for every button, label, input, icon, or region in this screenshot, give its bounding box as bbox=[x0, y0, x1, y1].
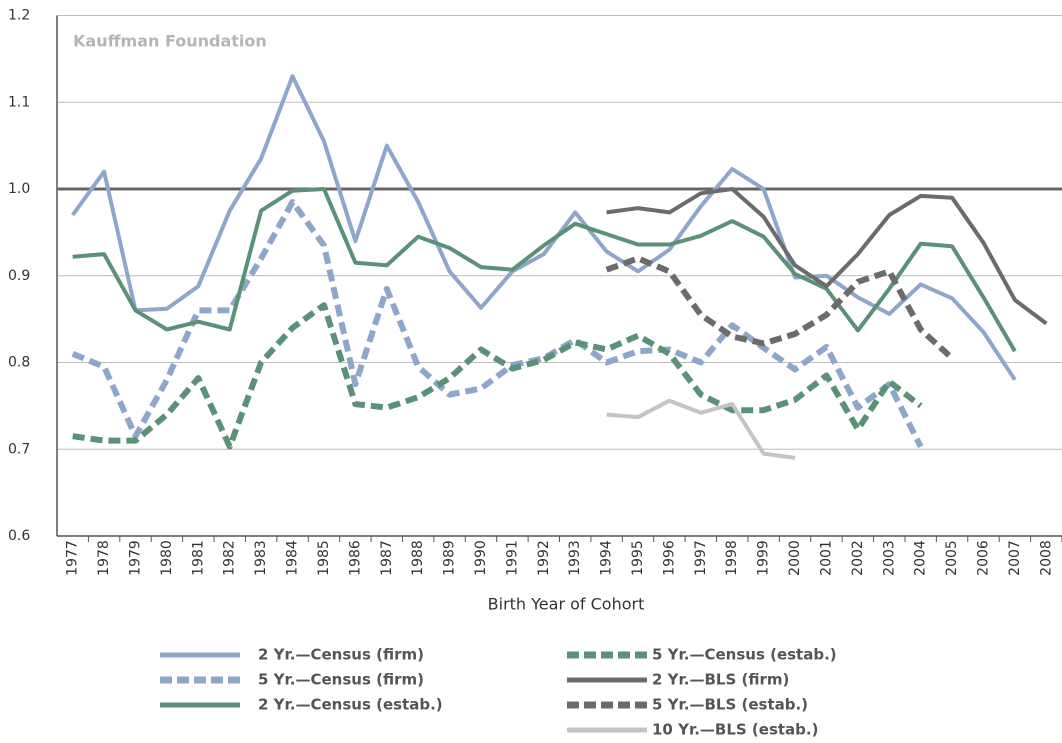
x-tick-label: 1994 bbox=[599, 540, 615, 576]
x-tick-label: 1997 bbox=[693, 540, 709, 576]
series-line bbox=[71, 199, 924, 448]
x-tick-label: 2003 bbox=[881, 540, 897, 576]
legend-label: 10 Yr.—BLS (estab.) bbox=[652, 721, 818, 739]
legend-label: 5 Yr.—BLS (estab.) bbox=[652, 696, 808, 714]
x-tick-label: 1991 bbox=[504, 540, 520, 576]
x-tick-label: 1998 bbox=[724, 540, 740, 576]
series-line bbox=[71, 74, 1017, 381]
x-tick-label: 1995 bbox=[630, 540, 646, 576]
y-tick-label: 1.2 bbox=[8, 8, 30, 24]
legend-label: 5 Yr.—Census (firm) bbox=[258, 671, 424, 689]
x-tick-label: 1977 bbox=[65, 540, 81, 576]
x-tick-label: 1980 bbox=[159, 540, 175, 576]
x-tick-label: 2000 bbox=[787, 540, 803, 576]
x-tick-label: 1987 bbox=[379, 540, 395, 576]
x-tick-label: 2005 bbox=[944, 540, 960, 576]
x-tick-label: 1979 bbox=[128, 540, 144, 576]
annotation: Kauffman Foundation bbox=[73, 32, 267, 51]
series-line bbox=[72, 302, 923, 450]
y-tick-label: 0.9 bbox=[8, 268, 30, 284]
y-tick-label: 0.8 bbox=[8, 355, 30, 371]
x-tick-label: 2008 bbox=[1038, 540, 1054, 576]
x-tick-label: 1992 bbox=[536, 540, 552, 576]
x-tick-label: 1999 bbox=[756, 540, 772, 576]
x-tick-label: 1990 bbox=[473, 540, 489, 576]
series-line bbox=[72, 187, 1017, 353]
series-line bbox=[605, 255, 955, 361]
x-tick-label: 2004 bbox=[913, 540, 929, 576]
x-tick-label: 2002 bbox=[850, 540, 866, 576]
x-tick-label: 1978 bbox=[96, 540, 112, 576]
x-tick-label: 2007 bbox=[1007, 540, 1023, 576]
x-tick-label: 1984 bbox=[285, 540, 301, 576]
legend-label: 5 Yr.—Census (estab.) bbox=[652, 646, 837, 664]
x-tick-label: 2006 bbox=[975, 540, 991, 576]
x-tick-label: 1985 bbox=[316, 540, 332, 576]
x-tick-label: 1993 bbox=[567, 540, 583, 576]
x-axis-label: Birth Year of Cohort bbox=[488, 595, 645, 614]
legend-label: 2 Yr.—Census (estab.) bbox=[258, 696, 443, 714]
x-tick-label: 1996 bbox=[661, 540, 677, 576]
y-tick-label: 1.0 bbox=[8, 181, 30, 197]
series-line bbox=[606, 187, 1048, 326]
legend-label: 2 Yr.—Census (firm) bbox=[258, 646, 424, 664]
x-tick-label: 1989 bbox=[442, 540, 458, 576]
series-line bbox=[606, 398, 796, 460]
x-tick-label: 1982 bbox=[222, 540, 238, 576]
x-tick-label: 1988 bbox=[410, 540, 426, 576]
y-tick-label: 0.7 bbox=[8, 441, 30, 457]
x-tick-label: 1983 bbox=[253, 540, 269, 576]
x-tick-label: 1986 bbox=[347, 540, 363, 576]
y-tick-label: 0.6 bbox=[8, 528, 30, 544]
x-tick-label: 1981 bbox=[190, 540, 206, 576]
x-tick-label: 2001 bbox=[818, 540, 834, 576]
legend-label: 2 Yr.—BLS (firm) bbox=[652, 671, 789, 689]
y-tick-label: 1.1 bbox=[8, 94, 30, 110]
